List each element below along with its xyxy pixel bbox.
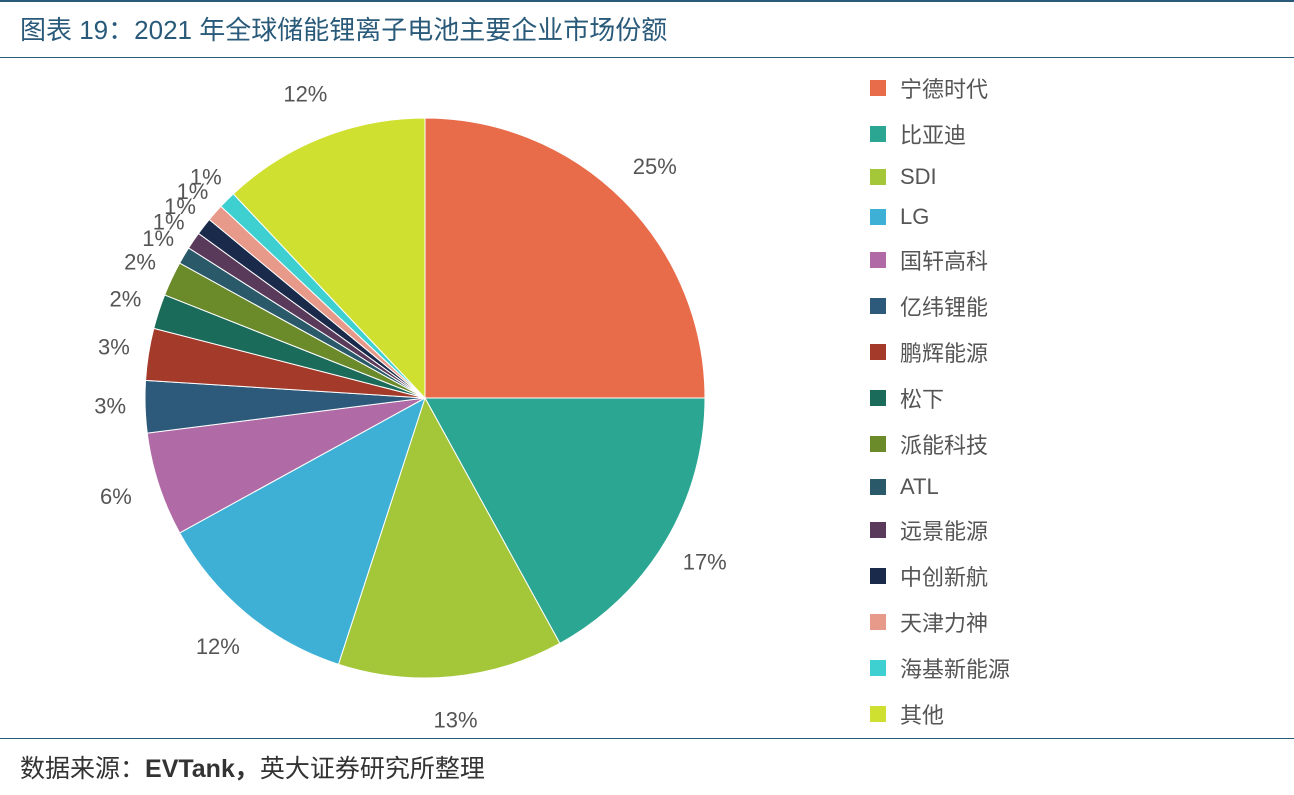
legend-swatch xyxy=(870,614,886,630)
legend-label: 中创新航 xyxy=(900,560,988,592)
legend-swatch xyxy=(870,209,886,225)
legend-swatch xyxy=(870,390,886,406)
legend-item: 海基新能源 xyxy=(870,652,1010,684)
source-prefix: 数据来源： xyxy=(20,755,145,783)
legend-swatch xyxy=(870,479,886,495)
slice-label: 3% xyxy=(98,335,130,360)
slice-label: 6% xyxy=(100,484,132,509)
legend-label: ATL xyxy=(900,474,939,500)
legend-label: 亿纬锂能 xyxy=(900,290,988,322)
legend-swatch xyxy=(870,706,886,722)
legend-label: 天津力神 xyxy=(900,606,988,638)
slice-label: 25% xyxy=(633,154,677,179)
legend-swatch xyxy=(870,344,886,360)
legend-swatch xyxy=(870,436,886,452)
legend-label: 宁德时代 xyxy=(900,72,988,104)
slice-label: 12% xyxy=(196,634,240,659)
slice-label: 1% xyxy=(190,165,222,190)
legend-item: 国轩高科 xyxy=(870,244,1010,276)
legend-label: 比亚迪 xyxy=(900,118,966,150)
legend-swatch xyxy=(870,252,886,268)
slice-label: 13% xyxy=(434,707,478,732)
legend-item: 松下 xyxy=(870,382,1010,414)
legend-item: 亿纬锂能 xyxy=(870,290,1010,322)
legend-item: SDI xyxy=(870,164,1010,190)
slice-label: 17% xyxy=(683,549,727,574)
legend-item: LG xyxy=(870,204,1010,230)
legend-label: 远景能源 xyxy=(900,514,988,546)
source-strong: EVTank， xyxy=(145,755,260,783)
legend-item: 远景能源 xyxy=(870,514,1010,546)
legend-swatch xyxy=(870,568,886,584)
legend-item: 其他 xyxy=(870,698,1010,730)
legend-label: 海基新能源 xyxy=(900,652,1010,684)
pie-chart: 25%17%13%12%6%3%3%2%2%1%1%1%1%1%12% xyxy=(0,58,865,738)
source-suffix: 英大证券研究所整理 xyxy=(260,755,485,783)
legend-swatch xyxy=(870,660,886,676)
data-source: 数据来源：EVTank，英大证券研究所整理 xyxy=(0,738,1294,795)
legend-label: 鹏辉能源 xyxy=(900,336,988,368)
pie-wrapper: 25%17%13%12%6%3%3%2%2%1%1%1%1%1%12% xyxy=(0,58,850,738)
legend-item: 天津力神 xyxy=(870,606,1010,638)
legend-item: ATL xyxy=(870,474,1010,500)
legend-label: 派能科技 xyxy=(900,428,988,460)
legend-swatch xyxy=(870,522,886,538)
slice-label: 3% xyxy=(94,394,126,419)
legend-swatch xyxy=(870,169,886,185)
chart-container: 图表 19：2021 年全球储能锂离子电池主要企业市场份额 25% 17% 13% 1… xyxy=(0,0,1294,785)
chart-title: 图表 19：2021 年全球储能锂离子电池主要企业市场份额 xyxy=(0,0,1294,58)
legend-item: 鹏辉能源 xyxy=(870,336,1010,368)
slice-label: 12% xyxy=(283,82,327,107)
legend-item: 中创新航 xyxy=(870,560,1010,592)
legend-item: 派能科技 xyxy=(870,428,1010,460)
chart-area: 25%17%13%12%6%3%3%2%2%1%1%1%1%1%12% 宁德时代… xyxy=(0,58,1294,738)
legend-label: 其他 xyxy=(900,698,944,730)
slice-label: 2% xyxy=(124,250,156,275)
legend-swatch xyxy=(870,80,886,96)
legend-label: 松下 xyxy=(900,382,944,414)
legend-item: 比亚迪 xyxy=(870,118,1010,150)
legend-label: LG xyxy=(900,204,929,230)
legend: 宁德时代比亚迪 SDI LG 国轩高科亿纬锂能鹏辉能源松下派能科技 ATL 远景能源中创新… xyxy=(850,52,1010,744)
legend-label: 国轩高科 xyxy=(900,244,988,276)
legend-swatch xyxy=(870,298,886,314)
legend-swatch xyxy=(870,126,886,142)
slice-label: 2% xyxy=(110,286,142,311)
legend-item: 宁德时代 xyxy=(870,72,1010,104)
legend-label: SDI xyxy=(900,164,937,190)
